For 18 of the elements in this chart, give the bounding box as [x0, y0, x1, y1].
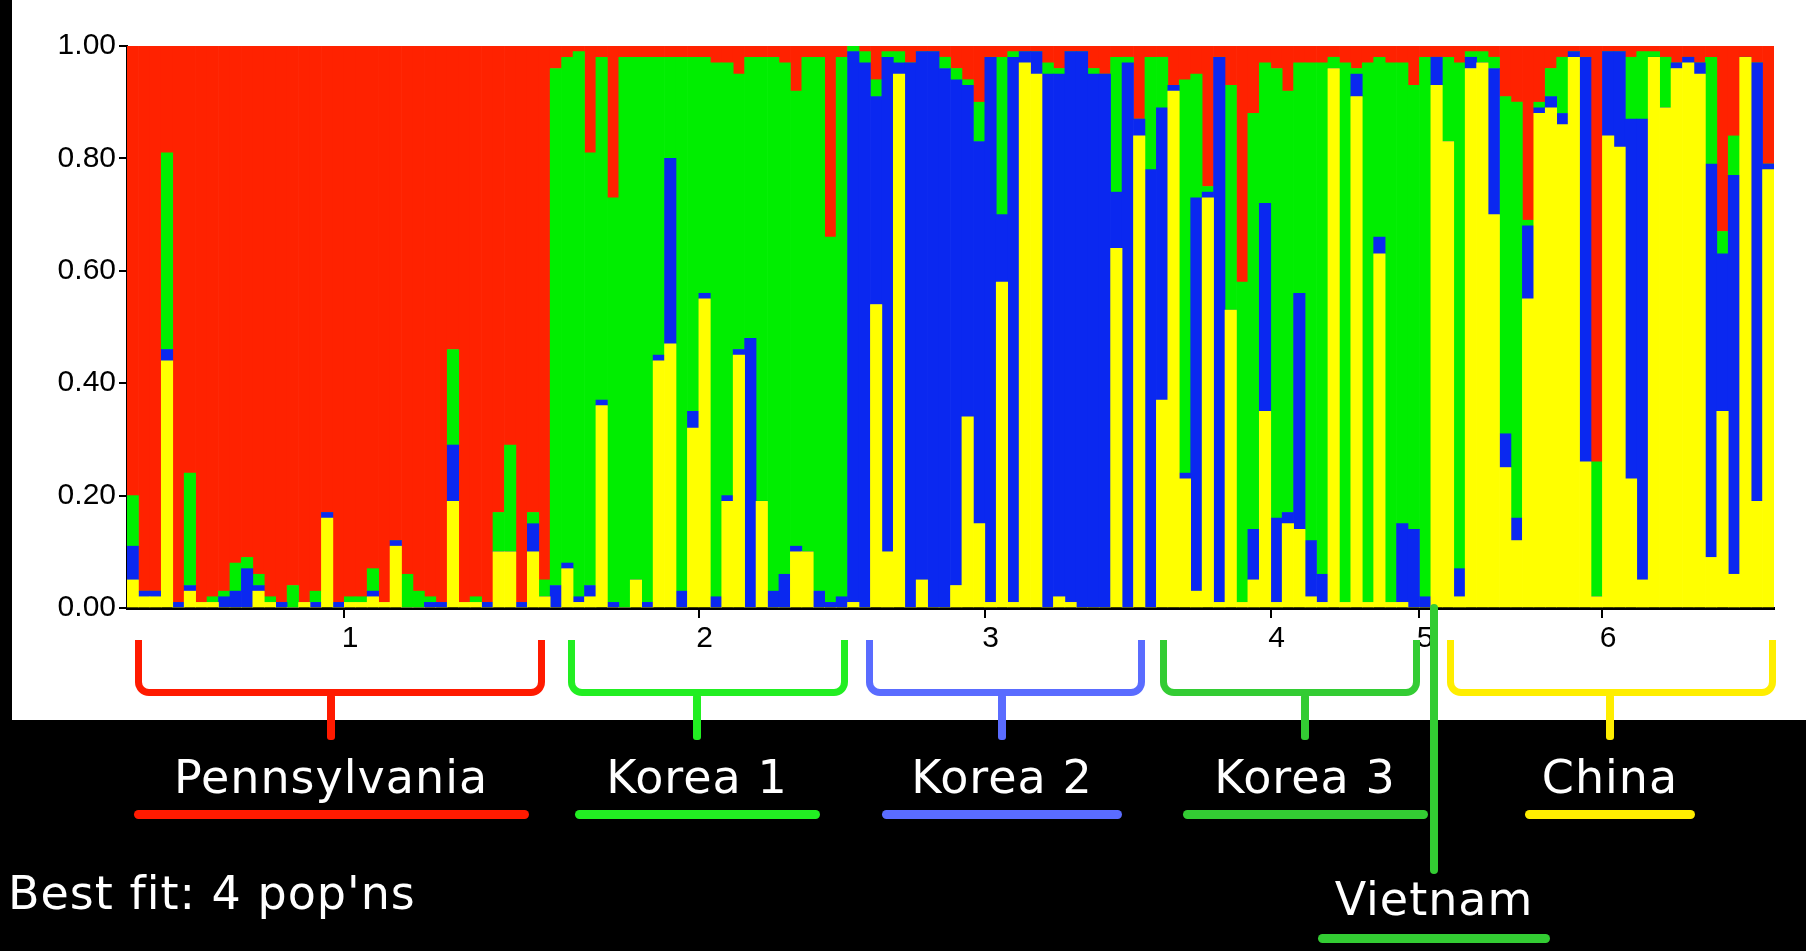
x-tick-label: 6: [1599, 620, 1617, 654]
x-tick-label: 2: [696, 620, 713, 654]
text: Best fit: 4 pop'ns: [8, 866, 416, 920]
y-tick-label: 1.00: [57, 27, 116, 61]
y-tick-label: 0.00: [57, 589, 116, 623]
x-tick-label: 4: [1268, 620, 1285, 654]
text: Korea 2: [911, 750, 1093, 804]
text: China: [1541, 750, 1679, 804]
x-tick-label: 3: [982, 620, 999, 654]
text: Korea 1: [606, 750, 788, 804]
y-tick-label: 0.20: [57, 476, 116, 510]
text: Korea 3: [1214, 750, 1396, 804]
y-tick-label: 0.60: [57, 252, 116, 286]
y-tick-label: 0.80: [57, 139, 116, 173]
y-tick-label: 0.40: [57, 364, 116, 398]
text: Pennsylvania: [173, 750, 489, 804]
text: Vietnam: [1334, 872, 1534, 926]
x-tick-label: 1: [341, 620, 359, 654]
